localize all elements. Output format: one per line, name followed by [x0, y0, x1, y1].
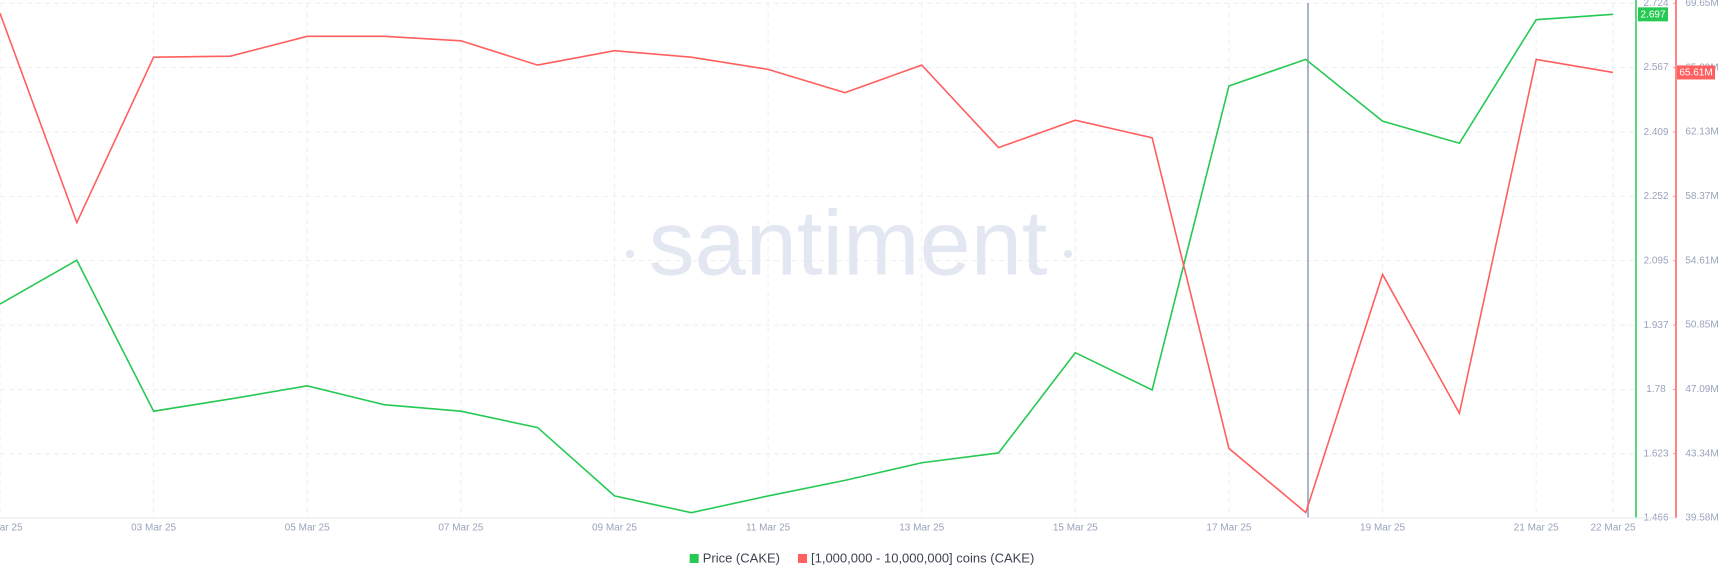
y-tick-label: 2.252	[1643, 191, 1668, 202]
y-tick-label: 2.724	[1643, 0, 1668, 9]
y2-tick-label: 62.13M	[1685, 127, 1718, 138]
y2-tick-label: 47.09M	[1685, 384, 1718, 395]
x-tick-label: 09 Mar 25	[592, 523, 637, 534]
legend: Price (CAKE) [1,000,000 - 10,000,000] coi…	[689, 550, 1034, 565]
watermark-dot	[626, 250, 634, 258]
legend-swatch	[797, 554, 807, 563]
x-tick-label: 15 Mar 25	[1053, 523, 1098, 534]
watermark-dot	[1064, 250, 1072, 258]
value-badge	[1638, 7, 1668, 22]
y-tick-label: 1.78	[1646, 384, 1666, 395]
x-tick-label: 13 Mar 25	[899, 523, 944, 534]
y2-tick-label: 54.61M	[1685, 255, 1718, 266]
legend-label: Price (CAKE)	[703, 550, 780, 565]
x-tick-label: 03 Mar 25	[131, 523, 176, 534]
y2-tick-label: 58.37M	[1685, 191, 1718, 202]
x-tick-label: 07 Mar 25	[438, 523, 483, 534]
y-tick-label: 2.567	[1643, 62, 1668, 73]
x-tick-label: 19 Mar 25	[1360, 523, 1405, 534]
x-tick-label: 05 Mar 25	[285, 523, 330, 534]
y2-tick-label: 50.85M	[1685, 320, 1718, 331]
x-tick-label: 17 Mar 25	[1206, 523, 1251, 534]
legend-swatch	[689, 554, 699, 563]
x-tick-label: 01 Mar 25	[0, 523, 23, 534]
y-tick-label: 1.937	[1643, 320, 1668, 331]
value-badge	[1677, 65, 1715, 80]
x-tick-label: 11 Mar 25	[746, 523, 791, 534]
y-tick-label: 1.623	[1643, 448, 1668, 459]
value-label: 65.61M	[1679, 68, 1712, 79]
series-line	[0, 13, 1614, 514]
y2-tick-label: 43.34M	[1685, 448, 1718, 459]
series-line	[0, 12, 1614, 514]
legend-label: [1,000,000 - 10,000,000] coins (CAKE)	[811, 550, 1034, 565]
y2-tick-label: 39.58M	[1685, 513, 1718, 524]
value-label: 2.697	[1640, 9, 1665, 20]
y-tick-label: 2.409	[1643, 127, 1668, 138]
y-tick-label: 2.095	[1643, 255, 1668, 266]
x-tick-label: 21 Mar 25	[1514, 523, 1559, 534]
x-tick-label: 22 Mar 25	[1590, 523, 1635, 534]
y2-tick-label: 69.65M	[1685, 0, 1718, 9]
watermark: santiment	[649, 192, 1048, 294]
